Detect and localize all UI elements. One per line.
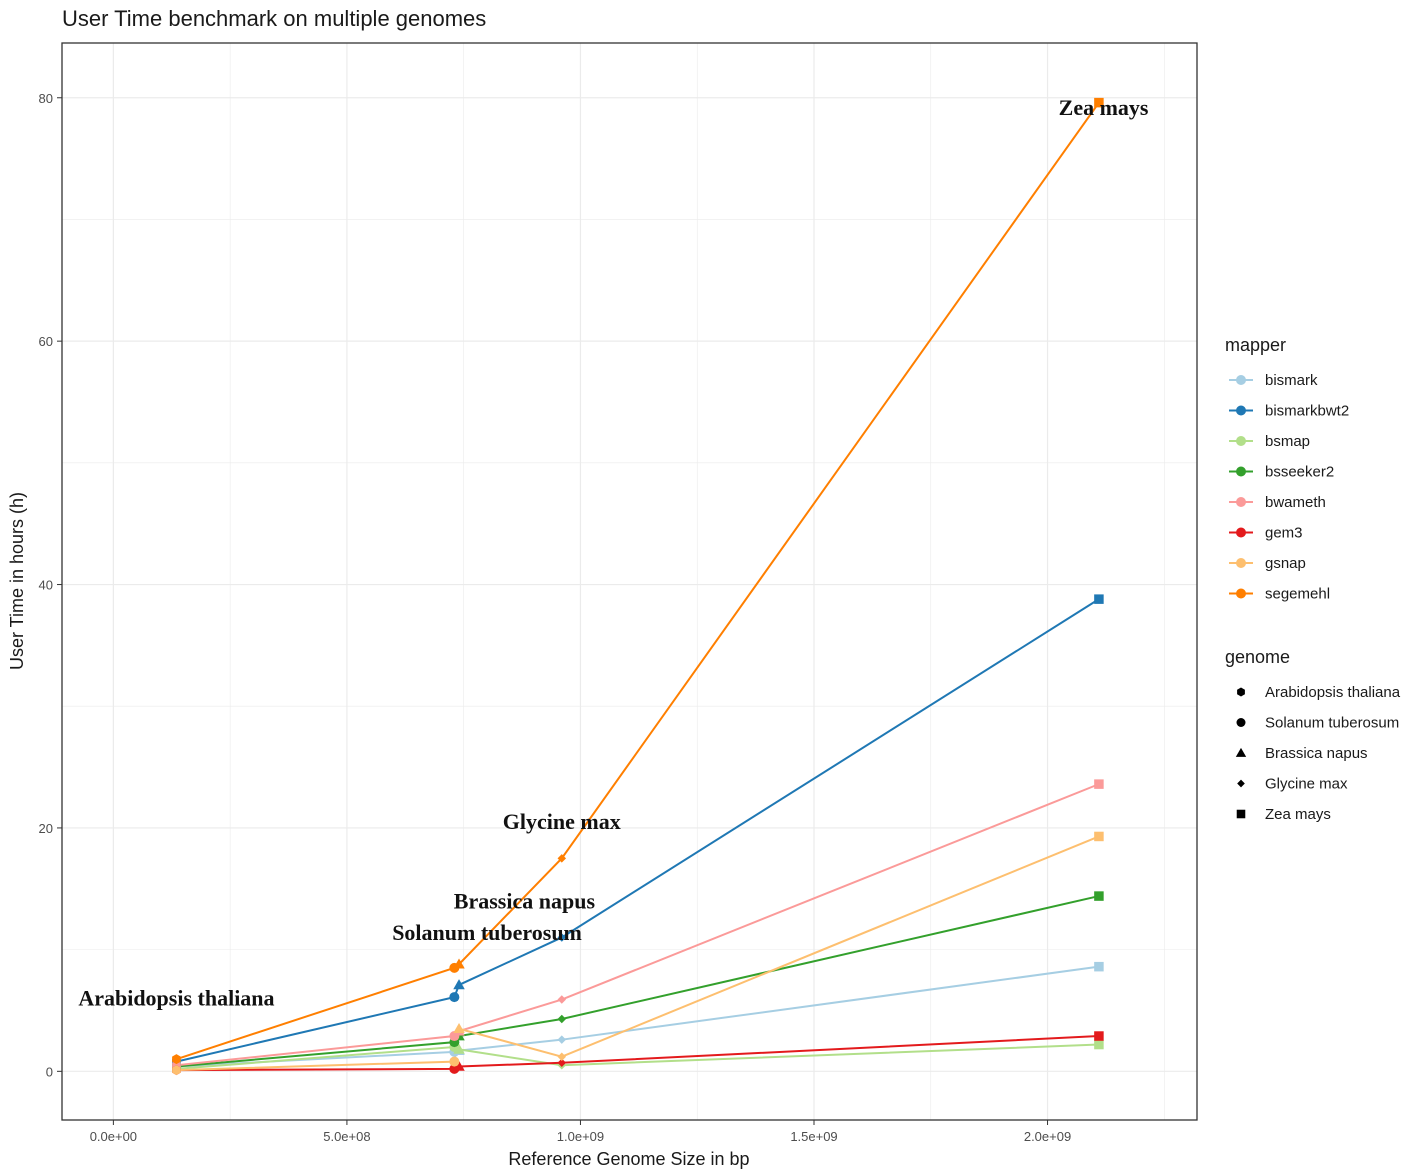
legend-key-point <box>1236 466 1246 477</box>
x-tick-label: 0.0e+00 <box>90 1129 137 1144</box>
legend-mapper: mapper bismark bismarkbwt2 bsmap bsseeker2 b… <box>1225 335 1349 603</box>
data-point-bwameth <box>1094 779 1104 789</box>
data-point-segemehl <box>557 854 567 863</box>
legend-genome: genome Arabidopsis thaliana Solanum tuber… <box>1225 647 1401 823</box>
series-points <box>172 97 1104 1076</box>
y-axis: 0 20 40 60 80 <box>39 91 62 1079</box>
y-tick-label: 40 <box>39 578 53 593</box>
legend-genome-item: Zea mays <box>1236 806 1331 823</box>
data-point-bwameth <box>557 995 567 1004</box>
plot-background <box>62 43 1197 1120</box>
annotation-label: Arabidopsis thaliana <box>78 986 274 1011</box>
grid <box>62 43 1197 1120</box>
data-point-bsmap <box>453 1043 465 1054</box>
y-tick-label: 80 <box>39 91 53 106</box>
legend-mapper-item: bismarkbwt2 <box>1229 403 1349 420</box>
data-point-gsnap <box>557 1052 567 1061</box>
data-point-bismarkbwt2 <box>557 933 567 942</box>
legend-mapper-item: bsseeker2 <box>1229 464 1334 481</box>
data-point-bismarkbwt2 <box>449 992 460 1003</box>
legend-genome-title: genome <box>1225 647 1290 667</box>
data-point-bismarkbwt2 <box>1094 594 1104 604</box>
data-point-gsnap <box>449 1056 460 1067</box>
annotations: Arabidopsis thaliana Solanum tuberosum Bra… <box>78 95 1149 1011</box>
data-point-bismark <box>1094 961 1104 972</box>
x-tick-label: 1.5e+09 <box>790 1129 837 1144</box>
legend-mapper-item: bwameth <box>1229 494 1326 511</box>
annotation-label: Solanum tuberosum <box>392 920 582 945</box>
legend-mapper-item: gsnap <box>1229 555 1306 572</box>
data-point-segemehl <box>172 1054 181 1065</box>
x-axis: 0.0e+00 5.0e+08 1.0e+09 1.5e+09 2.0e+09 <box>90 1120 1071 1144</box>
legend-mapper-item: gem3 <box>1229 525 1303 542</box>
legend-genome-key <box>1236 809 1246 819</box>
data-point-bismark <box>557 1035 567 1044</box>
data-point-bismarkbwt2 <box>453 979 465 990</box>
legend-genome-key <box>1235 747 1247 757</box>
legend-mapper-label: bismarkbwt2 <box>1265 403 1349 420</box>
annotation-label: Zea mays <box>1059 95 1149 120</box>
data-point-gem3 <box>453 1060 465 1071</box>
data-point-bsseeker2 <box>557 1014 567 1024</box>
data-point-bsmap <box>1094 1039 1104 1050</box>
y-tick-label: 0 <box>46 1064 53 1079</box>
annotation-label: Brassica napus <box>454 888 596 913</box>
legend-mapper-label: bismark <box>1265 372 1318 389</box>
legend-mapper-item: bsmap <box>1229 433 1310 450</box>
legend-key-point <box>1236 558 1246 568</box>
legend-mapper-label: segemehl <box>1265 586 1330 603</box>
data-point-bsseeker2 <box>1094 891 1104 901</box>
legend-genome-item: Brassica napus <box>1235 745 1368 762</box>
legend-mapper-label: gem3 <box>1265 525 1303 542</box>
legend-mapper-label: bsseeker2 <box>1265 464 1334 481</box>
y-tick-label: 60 <box>39 334 53 349</box>
legend-mapper-title: mapper <box>1225 335 1286 355</box>
data-point-gem3 <box>557 1058 567 1068</box>
y-axis-label: User Time in hours (h) <box>7 492 27 670</box>
y-tick-label: 20 <box>39 821 53 836</box>
legend-mapper-item: bismark <box>1229 372 1318 389</box>
legend-genome-label: Brassica napus <box>1265 745 1368 762</box>
data-point-gsnap <box>172 1065 181 1076</box>
legend-key-point <box>1236 527 1246 538</box>
data-point-segemehl <box>453 958 465 969</box>
data-point-gsnap <box>1094 831 1104 842</box>
legend-genome-item: Arabidopsis thaliana <box>1237 684 1401 701</box>
data-point-segemehl <box>1094 97 1104 108</box>
legend-mapper-label: bwameth <box>1265 494 1326 511</box>
legend-key-point <box>1236 375 1246 385</box>
legend-genome-item: Glycine max <box>1237 776 1348 793</box>
legend-key-point <box>1236 436 1246 446</box>
legend-mapper-label: bsmap <box>1265 433 1310 450</box>
legend-genome-item: Solanum tuberosum <box>1236 715 1399 732</box>
x-tick-label: 1.0e+09 <box>557 1129 604 1144</box>
legend-key-point <box>1236 497 1246 507</box>
chart-title: User Time benchmark on multiple genomes <box>62 6 486 31</box>
x-axis-label: Reference Genome Size in bp <box>508 1149 749 1169</box>
legend-genome-key <box>1236 718 1246 727</box>
legend-genome-key <box>1237 687 1245 697</box>
legend-genome-label: Glycine max <box>1265 776 1348 793</box>
legend-mapper-label: gsnap <box>1265 555 1306 572</box>
annotation-label: Glycine max <box>503 809 621 834</box>
x-tick-label: 5.0e+08 <box>323 1129 370 1144</box>
legend-key-point <box>1236 588 1246 599</box>
legend-genome-label: Zea mays <box>1265 806 1331 823</box>
legend-genome-label: Arabidopsis thaliana <box>1265 684 1401 701</box>
legend-genome-key <box>1237 779 1245 788</box>
legend-mapper-item: segemehl <box>1229 586 1330 603</box>
data-point-gsnap <box>453 1022 465 1034</box>
x-tick-label: 2.0e+09 <box>1024 1129 1071 1144</box>
plot-border <box>61 42 1198 1121</box>
legend-genome-label: Solanum tuberosum <box>1265 715 1399 732</box>
data-point-gem3 <box>1094 1031 1104 1041</box>
legend-key-point <box>1236 405 1246 416</box>
